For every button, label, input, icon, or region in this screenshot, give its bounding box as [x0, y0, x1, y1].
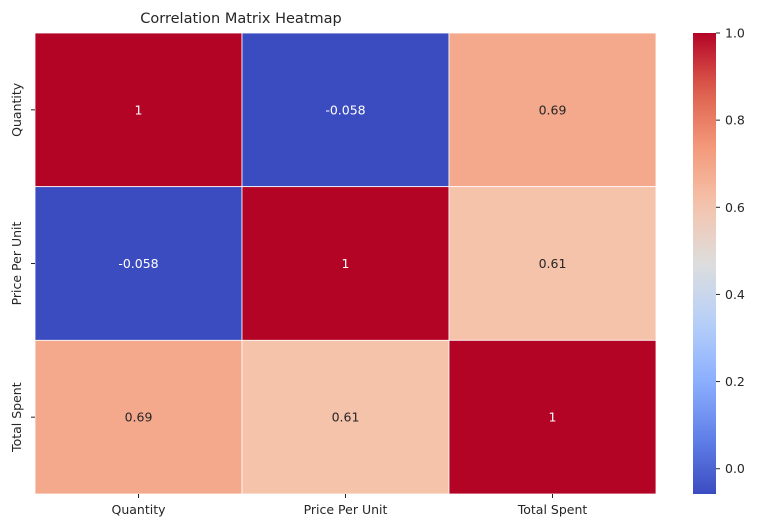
heatmap-cell: [34, 186, 243, 341]
cell-annotation: 0.61: [539, 256, 567, 271]
y-axis: Quantity Price Per Unit Total Spent: [9, 82, 35, 453]
heatmap-cell: [448, 32, 657, 188]
colorbar-tick-label: 0.6: [725, 200, 745, 215]
cell-annotation: -0.058: [118, 256, 158, 271]
cell-annotation: -0.058: [325, 102, 365, 117]
heatmap-cell: [448, 186, 657, 341]
colorbar-tick-label: 0.2: [725, 374, 745, 389]
cell-annotation: 0.61: [332, 410, 360, 425]
colorbar-tick-label: 0.4: [725, 287, 745, 302]
x-tick-label: Quantity: [111, 502, 166, 517]
heatmap-cell: [241, 339, 450, 495]
cell-annotation: 1: [342, 256, 350, 271]
colorbar: 0.0 0.2 0.4 0.6 0.8 1.0: [693, 26, 745, 494]
heatmap-annotations: 1 -0.058 0.69 -0.058 1 0.61 0.69 0.61 1: [118, 102, 566, 424]
x-tick-label: Price Per Unit: [304, 502, 388, 517]
heatmap-cell: [241, 186, 450, 341]
cell-annotation: 1: [549, 410, 557, 425]
colorbar-tick-label: 0.8: [725, 113, 745, 128]
heatmap-cells: [34, 32, 657, 495]
x-axis: Quantity Price Per Unit Total Spent: [111, 494, 587, 517]
heatmap-cell: [34, 32, 243, 188]
colorbar-tick-label: 0.0: [725, 461, 745, 476]
cell-annotation: 0.69: [539, 102, 567, 117]
cell-annotation: 1: [135, 102, 143, 117]
y-tick-label: Price Per Unit: [9, 222, 24, 306]
colorbar-ticks: 0.0 0.2 0.4 0.6 0.8 1.0: [716, 26, 745, 476]
heatmap-cell: [34, 339, 243, 495]
y-tick-label: Total Spent: [9, 382, 24, 453]
heatmap-cell: [241, 32, 450, 188]
x-tick-label: Total Spent: [517, 502, 588, 517]
cell-annotation: 0.69: [125, 410, 153, 425]
colorbar-tick-label: 1.0: [725, 26, 745, 41]
chart-title: Correlation Matrix Heatmap: [140, 11, 341, 27]
colorbar-rect: [693, 33, 716, 494]
y-tick-label: Quantity: [9, 82, 24, 137]
